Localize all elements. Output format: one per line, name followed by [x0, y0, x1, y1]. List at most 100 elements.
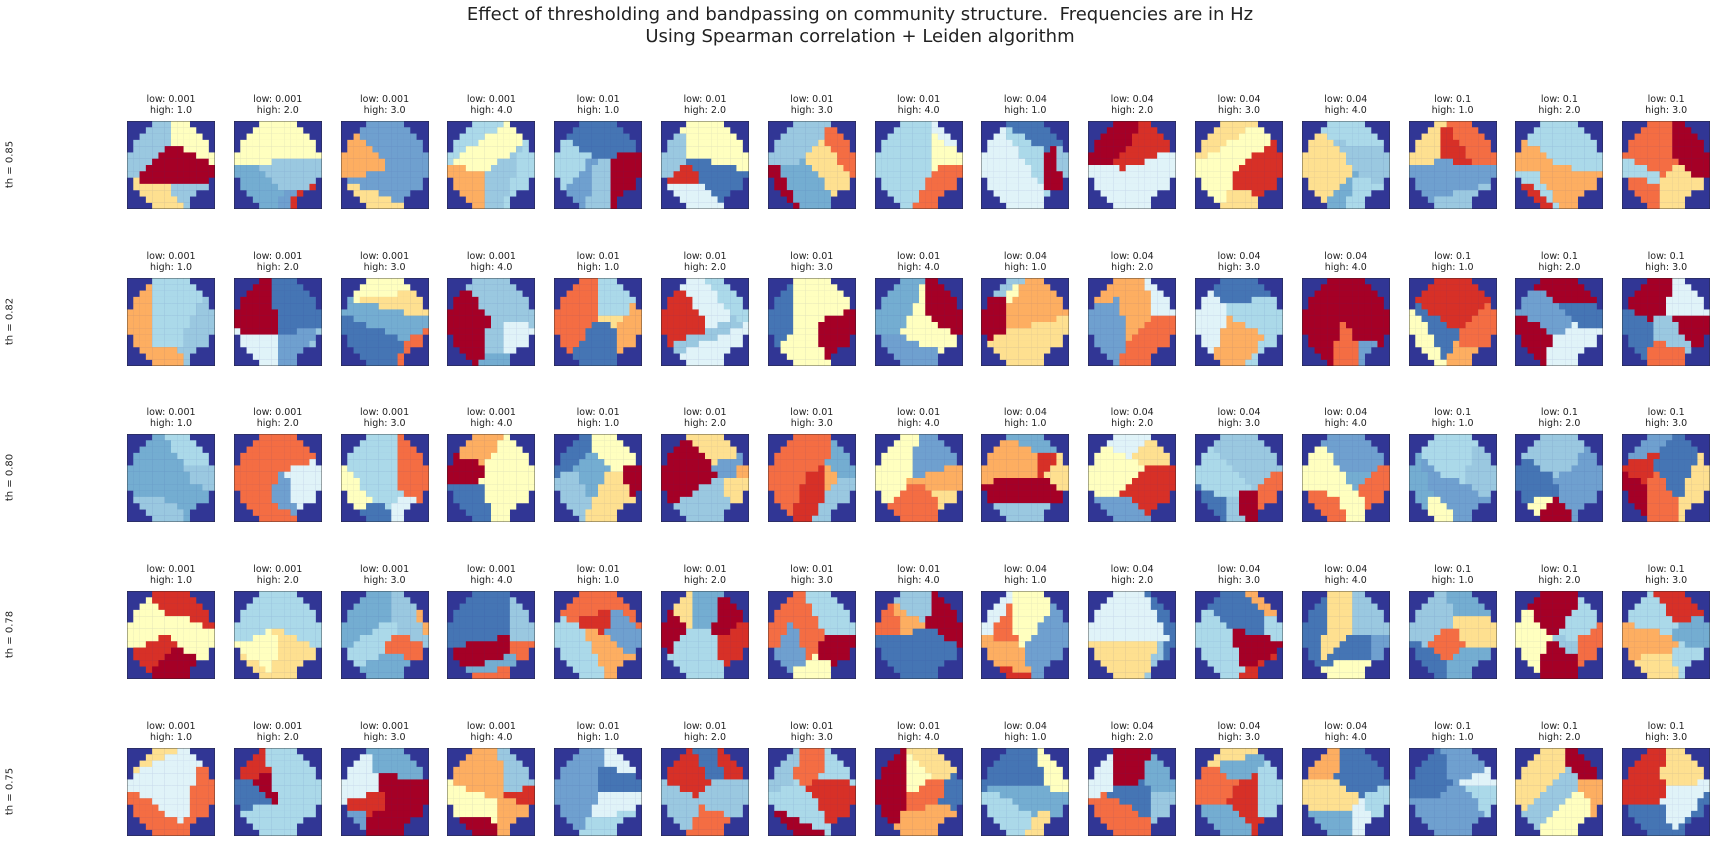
- map-cell: [1546, 202, 1554, 209]
- map-cell: [836, 296, 844, 303]
- map-cell: [1427, 283, 1434, 291]
- map-cell: [252, 139, 260, 147]
- map-cell: [397, 196, 404, 203]
- map-cell: [158, 296, 165, 303]
- map-cell: [1157, 309, 1164, 316]
- map-cell: [880, 139, 888, 147]
- map-cell: [849, 309, 856, 316]
- map-cell: [127, 327, 134, 335]
- map-cell: [1685, 133, 1692, 140]
- map-cell: [1377, 334, 1384, 341]
- map-cell: [1559, 177, 1566, 184]
- map-cell: [1257, 127, 1265, 134]
- map-cell: [164, 183, 172, 191]
- map-cell: [792, 158, 800, 166]
- map-cell: [579, 177, 586, 184]
- map-cell: [164, 334, 172, 341]
- map-cell: [811, 321, 819, 329]
- map-cell: [284, 309, 291, 316]
- map-cell: [1471, 133, 1478, 140]
- map-cell: [1408, 171, 1416, 178]
- map-cell: [686, 146, 693, 153]
- panel-title: low: 0.01 high: 2.0: [640, 251, 770, 273]
- map-cell: [265, 183, 272, 191]
- map-cell: [1628, 327, 1635, 335]
- map-cell: [711, 152, 718, 159]
- map-cell: [277, 340, 285, 347]
- map-cell: [1559, 152, 1566, 159]
- map-cell: [1245, 127, 1252, 134]
- map-cell: [390, 359, 398, 366]
- map-cell: [893, 183, 900, 191]
- map-cell: [1012, 327, 1020, 335]
- map-cell: [384, 183, 392, 191]
- map-cell: [1144, 202, 1152, 209]
- map-cell: [171, 353, 178, 360]
- map-cell: [459, 290, 467, 297]
- map-cell: [560, 321, 567, 329]
- map-cell: [208, 158, 215, 166]
- map-cell: [1452, 334, 1460, 341]
- map-cell: [1666, 359, 1673, 366]
- map-cell: [1169, 309, 1177, 316]
- map-cell: [284, 302, 291, 310]
- panel-title-low: low: 0.001: [466, 250, 516, 262]
- map-cell: [1157, 152, 1164, 159]
- map-cell: [1584, 290, 1591, 297]
- map-cell: [912, 334, 919, 341]
- map-cell: [918, 334, 926, 341]
- map-cell: [686, 327, 693, 335]
- map-cell: [1465, 152, 1472, 159]
- map-cell: [1408, 165, 1416, 172]
- map-cell: [1641, 196, 1648, 203]
- map-cell: [1138, 165, 1145, 172]
- map-cell: [1352, 121, 1359, 128]
- map-cell: [1358, 283, 1365, 291]
- map-cell: [372, 121, 379, 128]
- map-cell: [1144, 177, 1152, 184]
- map-cell: [1063, 321, 1070, 329]
- map-cell: [265, 121, 272, 128]
- map-cell: [1006, 190, 1013, 197]
- figure-title: Effect of thresholding and bandpassing o…: [0, 4, 1720, 48]
- map-cell: [1534, 190, 1541, 197]
- map-cell: [277, 353, 285, 360]
- map-cell: [1220, 315, 1227, 322]
- map-cell: [629, 146, 637, 153]
- map-cell: [918, 152, 926, 159]
- map-cell: [171, 315, 178, 322]
- map-cell: [610, 127, 618, 134]
- map-cell: [1000, 133, 1007, 140]
- map-cell: [1578, 290, 1585, 297]
- map-cell: [1308, 171, 1315, 178]
- map-cell: [1119, 127, 1127, 134]
- map-cell: [453, 171, 461, 178]
- map-cell: [918, 309, 926, 316]
- map-cell: [397, 127, 404, 134]
- map-cell: [359, 321, 366, 329]
- map-cell: [899, 183, 907, 191]
- map-cell: [899, 302, 907, 310]
- map-cell: [1019, 315, 1026, 322]
- map-cell: [1634, 177, 1642, 184]
- map-cell: [353, 290, 360, 297]
- map-cell: [799, 183, 806, 191]
- map-cell: [152, 202, 159, 209]
- map-cell: [698, 152, 706, 159]
- map-cell: [1452, 353, 1460, 360]
- map-cell: [1107, 353, 1114, 360]
- map-cell: [843, 321, 850, 329]
- map-cell: [1201, 146, 1208, 153]
- map-cell: [1458, 202, 1466, 209]
- panel-title: low: 0.01 high: 1.0: [533, 251, 663, 273]
- map-cell: [554, 165, 561, 172]
- map-cell: [1107, 171, 1114, 178]
- map-cell: [711, 190, 718, 197]
- map-cell: [799, 346, 806, 354]
- map-cell: [277, 183, 285, 191]
- map-cell: [271, 340, 278, 347]
- map-cell: [271, 283, 278, 291]
- map-cell: [1534, 133, 1541, 140]
- map-cell: [918, 171, 926, 178]
- map-cell: [183, 290, 190, 297]
